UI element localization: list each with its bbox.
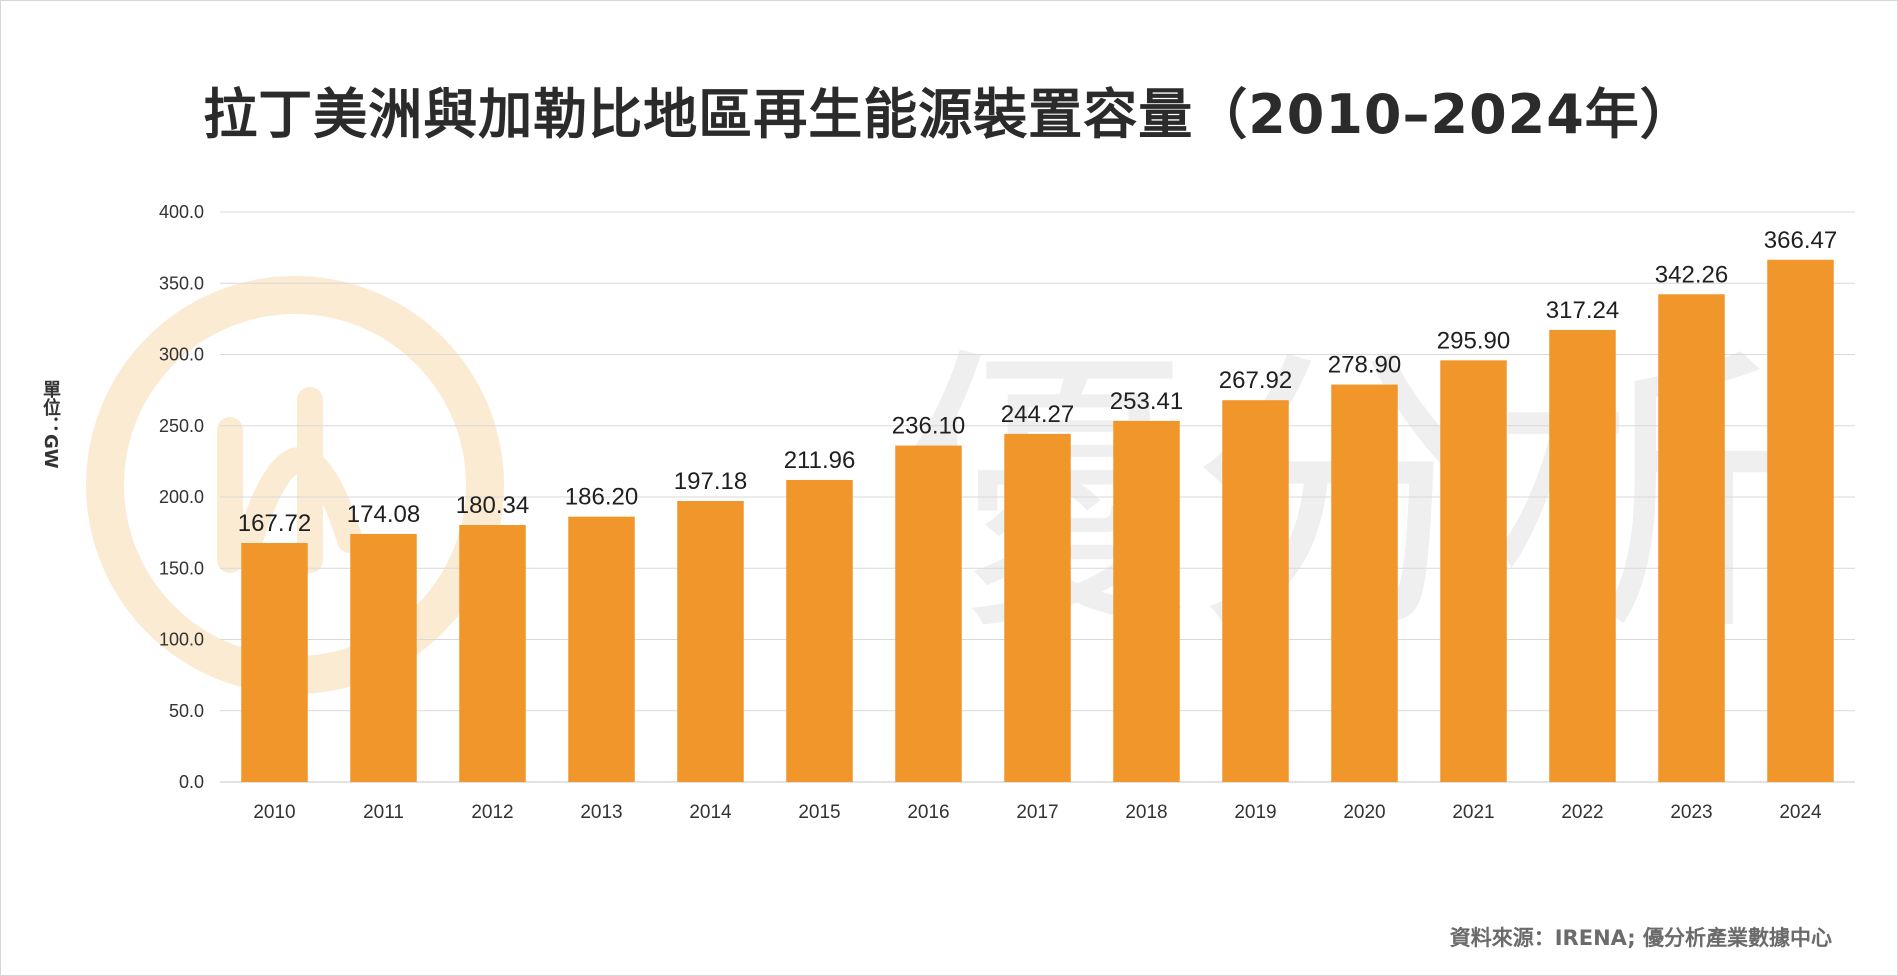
value-label-2015: 211.96 (784, 447, 856, 474)
bar-2013 (568, 516, 635, 782)
y-tick-label: 200.0 (159, 487, 204, 507)
value-label-2022: 317.24 (1546, 297, 1619, 324)
x-tick-label-2022: 2022 (1561, 802, 1603, 823)
bar-2015 (786, 479, 853, 782)
value-label-2013: 186.20 (565, 484, 638, 511)
y-axis-ticks: 0.0 50.0 100.0 150.0 200.0 250.0 300.0 350.0 400… (159, 202, 204, 792)
bar-2017 (1004, 433, 1071, 782)
y-axis-unit-label: 單位：GW (40, 380, 61, 469)
bar-2016 (895, 445, 962, 782)
bar-2014 (677, 501, 744, 782)
x-tick-label-2023: 2023 (1670, 802, 1712, 823)
x-tick-label-2012: 2012 (471, 802, 513, 823)
x-tick-label-2013: 2013 (580, 802, 622, 823)
value-label-2014: 197.18 (674, 468, 747, 495)
bar-2012 (459, 525, 526, 782)
bar-2022 (1549, 329, 1616, 782)
value-label-2016: 236.10 (892, 413, 965, 440)
x-tick-label-2016: 2016 (907, 802, 949, 823)
x-tick-label-2020: 2020 (1343, 802, 1385, 823)
bar-2020 (1331, 384, 1398, 782)
x-axis-ticks: 2010 2011 2012 2013 2014 2015 2016 2017 2018 2019… (253, 802, 1822, 823)
bar-2023 (1658, 294, 1725, 782)
x-tick-label-2018: 2018 (1125, 802, 1167, 823)
x-tick-label-2011: 2011 (363, 802, 404, 823)
bars (241, 259, 1834, 782)
value-label-2018: 253.41 (1110, 388, 1183, 415)
x-tick-label-2019: 2019 (1234, 802, 1276, 823)
value-label-2021: 295.90 (1437, 327, 1510, 354)
y-tick-label: 100.0 (159, 630, 204, 650)
chart-title: 拉丁美洲與加勒比地區再生能源裝置容量（2010–2024年） (203, 83, 1695, 146)
y-tick-label: 400.0 (159, 202, 204, 222)
bar-2010 (241, 542, 308, 782)
value-label-2019: 267.92 (1219, 367, 1292, 394)
bar-2021 (1440, 360, 1507, 782)
bar-2011 (350, 533, 417, 782)
x-tick-label-2024: 2024 (1779, 802, 1822, 823)
x-tick-label-2017: 2017 (1016, 802, 1058, 823)
y-tick-label: 250.0 (159, 416, 204, 436)
value-label-2023: 342.26 (1655, 261, 1728, 288)
value-label-2011: 174.08 (347, 501, 420, 528)
y-tick-label: 300.0 (159, 345, 204, 365)
x-tick-label-2015: 2015 (798, 802, 840, 823)
value-label-2012: 180.34 (456, 492, 529, 519)
bar-value-labels: 167.72 174.08 180.34 186.20 197.18 211.96 236.… (238, 227, 1837, 537)
y-tick-label: 150.0 (159, 558, 204, 578)
bar-2018 (1113, 420, 1180, 782)
x-tick-label-2021: 2021 (1452, 802, 1494, 823)
y-tick-label: 350.0 (159, 273, 204, 293)
bar-2024 (1767, 259, 1834, 782)
y-tick-label: 0.0 (179, 772, 204, 792)
source-note: 資料來源：IRENA; 優分析產業數據中心 (1449, 926, 1832, 950)
x-tick-label-2014: 2014 (689, 802, 732, 823)
value-label-2020: 278.90 (1328, 352, 1401, 379)
y-tick-label: 50.0 (169, 701, 204, 721)
value-label-2010: 167.72 (238, 510, 311, 537)
value-label-2017: 244.27 (1001, 401, 1074, 428)
value-label-2024: 366.47 (1764, 227, 1837, 254)
bar-2019 (1222, 400, 1289, 782)
x-tick-label-2010: 2010 (253, 802, 295, 823)
